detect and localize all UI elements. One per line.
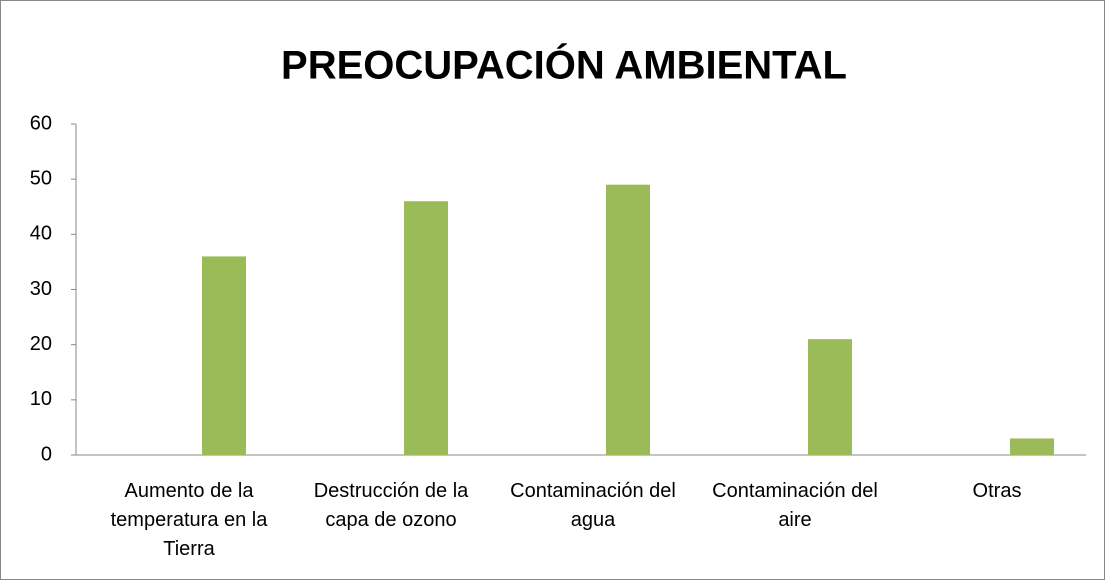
y-tick-label: 0 bbox=[41, 443, 52, 465]
chart-title: PREOCUPACIÓN AMBIENTAL bbox=[281, 42, 847, 88]
bar bbox=[404, 201, 448, 455]
x-tick-label: Contaminación del aire bbox=[712, 480, 878, 531]
bar bbox=[606, 184, 650, 455]
y-tick-label: 60 bbox=[30, 112, 52, 134]
y-tick-label: 10 bbox=[30, 388, 52, 410]
bar bbox=[808, 339, 852, 455]
bar bbox=[202, 256, 246, 455]
y-tick-label: 30 bbox=[30, 278, 52, 300]
x-tick-label: Otras bbox=[972, 480, 1022, 502]
y-tick-label: 40 bbox=[30, 223, 52, 245]
y-tick-label: 50 bbox=[30, 167, 52, 189]
bar bbox=[1010, 438, 1054, 455]
y-tick-label: 20 bbox=[30, 333, 52, 355]
x-tick-label: Destrucción de la capa de ozono bbox=[313, 480, 469, 531]
x-tick-label: Aumento de la temperatura en la Tierra bbox=[110, 480, 268, 560]
x-tick-label: Contaminación del agua bbox=[510, 480, 676, 531]
